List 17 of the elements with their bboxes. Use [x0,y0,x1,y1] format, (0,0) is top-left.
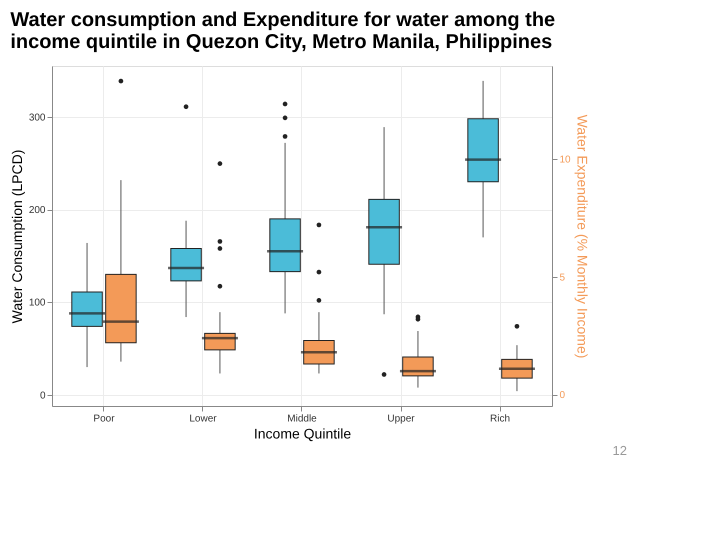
y-axis-title: Water Consumption (LPCD) [8,150,25,324]
x-tick-label: Poor [93,414,116,424]
y2-tick-label: 10 [560,154,572,166]
y2-tick-label: 5 [560,272,566,284]
y2-axis-title: Water Expenditure (% Monthly Income) [574,114,591,358]
y-tick-label: 100 [28,298,46,309]
x-axis-title: Income Quintile [254,426,352,442]
x-tick-label: Lower [189,414,218,424]
text: 12 [612,443,627,458]
y-tick-label: 200 [28,205,46,216]
y-tick-label: 0 [40,390,46,402]
y-tick-label: 300 [28,112,46,124]
y2-tick-label: 0 [560,390,566,402]
x-tick-label: Upper [387,414,416,424]
x-tick-label: Middle [287,414,318,424]
chart-title: Water consumption and Expenditure for water among the income quintile in Quezon City, Metro Manila, Philippines [10,9,556,53]
x-tick-label: Rich [490,414,510,424]
